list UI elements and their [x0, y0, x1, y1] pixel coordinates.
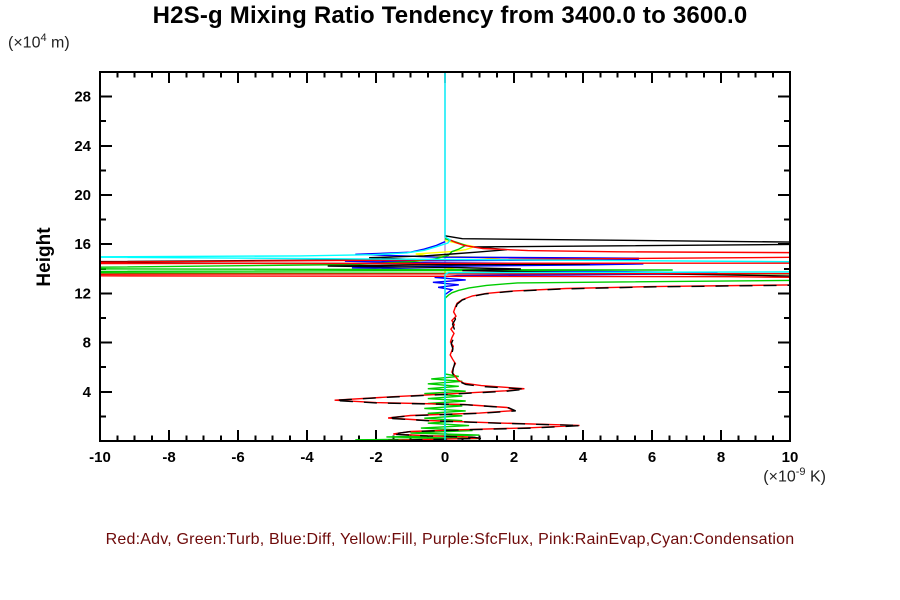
chart-title: H2S-g Mixing Ratio Tendency from 3400.0 … — [152, 2, 748, 29]
x-tick-label: 4 — [579, 449, 588, 466]
x-tick-label: -2 — [369, 449, 382, 466]
y-tick-label: 28 — [74, 89, 91, 106]
x-tick-label: 2 — [510, 449, 518, 466]
y-tick-label: 8 — [83, 335, 91, 352]
x-tick-label: 8 — [717, 449, 725, 466]
series-condensation — [100, 72, 790, 441]
y-tick-label: 20 — [74, 187, 91, 204]
x-tick-label: 10 — [782, 449, 799, 466]
y-tick-label: 12 — [74, 285, 91, 302]
y-axis-unit-label: (×104 m) — [8, 32, 70, 52]
y-tick-label: 16 — [74, 236, 91, 253]
x-tick-label: -10 — [89, 449, 111, 466]
series-turb — [100, 238, 790, 441]
plot-frame — [99, 71, 791, 442]
y-tick-label: 4 — [83, 384, 92, 401]
y-tick-label: 24 — [74, 138, 91, 155]
x-tick-label: 6 — [648, 449, 656, 466]
x-tick-label: -8 — [162, 449, 175, 466]
x-tick-label: 0 — [441, 449, 449, 466]
legend-caption: Red:Adv, Green:Turb, Blue:Diff, Yellow:F… — [105, 531, 795, 548]
series-lines — [100, 72, 790, 441]
x-axis-unit-label: (×10-9 K) — [763, 466, 826, 486]
x-tick-label: -6 — [231, 449, 244, 466]
x-tick-labels: -10 -8 -6 -4 -2 0 2 4 6 8 10 — [89, 449, 798, 466]
x-tick-label: -4 — [300, 449, 314, 466]
y-tick-labels: 4 8 12 16 20 24 28 — [74, 89, 91, 401]
series-total-tail — [333, 284, 790, 441]
